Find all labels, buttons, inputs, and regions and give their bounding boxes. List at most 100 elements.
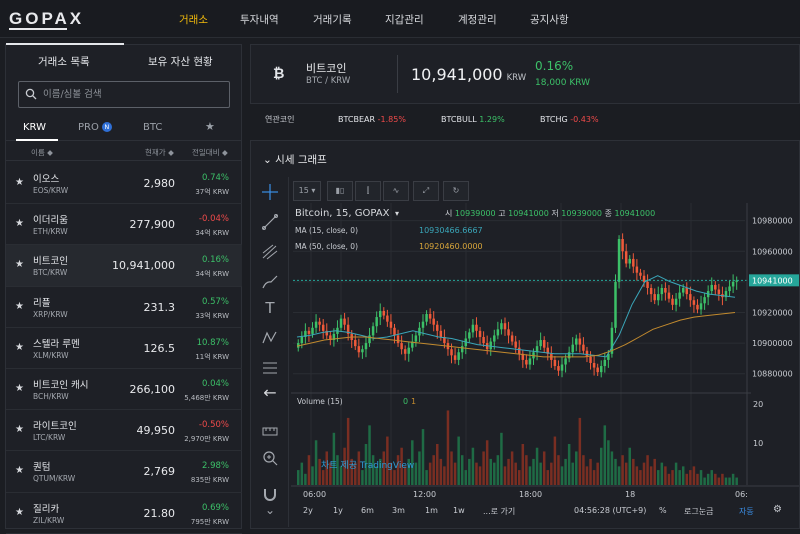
candle-body xyxy=(567,352,571,359)
coin-row-change: 0.74% xyxy=(201,173,229,183)
favorite-star-icon[interactable]: ★ xyxy=(15,465,24,477)
coin-row[interactable]: ★ 질리카 ZIL/KRW 21.80 0.69% 795만 KRW xyxy=(6,493,242,534)
tab-pro[interactable]: PRO N xyxy=(78,122,112,133)
coin-row-change: 10.87% xyxy=(196,337,229,348)
crosshair-icon[interactable] xyxy=(261,183,279,201)
coin-row[interactable]: ★ 비트코인 BTC/KRW 10,941,000 0.16% 34억 KRW xyxy=(6,245,242,287)
ohlc-open-label: 시 xyxy=(445,209,452,218)
refresh-icon[interactable]: ↻ xyxy=(443,181,469,201)
tf-1m[interactable]: 1m xyxy=(425,506,438,515)
candle-body xyxy=(482,336,485,344)
favorite-star-icon[interactable]: ★ xyxy=(15,300,24,312)
candle-body xyxy=(703,297,706,304)
tf-3m[interactable]: 3m xyxy=(392,506,405,515)
coin-row[interactable]: ★ 리플 XRP/KRW 231.3 0.57% 33억 KRW xyxy=(6,287,242,328)
favorite-star-icon[interactable]: ★ xyxy=(15,382,24,394)
pattern-icon[interactable] xyxy=(261,329,279,347)
candle-style-icon[interactable]: ▮▯ xyxy=(327,181,353,201)
tf-1w[interactable]: 1w xyxy=(453,506,465,515)
nav-trade-history[interactable]: 거래기록 xyxy=(313,14,352,26)
coin-row[interactable]: ★ 이더리움 ETH/KRW 277,900 -0.04% 34억 KRW xyxy=(6,204,242,246)
price-change: 0.16% xyxy=(535,59,574,73)
volume-bar xyxy=(428,462,432,485)
col-change[interactable]: 전일대비 ◆ xyxy=(192,148,228,157)
settings-gear-icon[interactable]: ⚙ xyxy=(773,504,782,515)
volume-tick-label: 10 xyxy=(753,439,763,448)
drawing-toolbar: T ← ⌄ xyxy=(252,177,289,527)
log-scale-toggle[interactable]: 로그눈금 xyxy=(684,507,714,516)
volume-bar xyxy=(542,451,546,485)
tf-2y[interactable]: 2y xyxy=(303,506,313,515)
price-tick-label: 10980000 xyxy=(752,217,793,226)
col-name[interactable]: 이름 ◆ xyxy=(31,148,53,157)
related-btcbull[interactable]: BTCBULL 1.29% xyxy=(441,115,505,124)
candle-body xyxy=(731,281,735,287)
col-price[interactable]: 현재가 ◆ xyxy=(145,148,174,157)
candle-body xyxy=(664,287,667,293)
favorite-star-icon[interactable]: ★ xyxy=(15,341,24,353)
compare-icon[interactable]: ⫿ xyxy=(355,181,381,201)
fib-tool-icon[interactable] xyxy=(261,359,279,377)
candle-body xyxy=(368,335,371,344)
gopax-logo[interactable]: GOPAX xyxy=(9,9,85,28)
text-tool-icon[interactable]: T xyxy=(265,299,275,317)
tab-btc[interactable]: BTC xyxy=(143,122,163,133)
nav-investment-history[interactable]: 투자내역 xyxy=(240,14,279,26)
volume-bar xyxy=(628,447,631,485)
favorite-star-icon[interactable]: ★ xyxy=(15,259,24,271)
coin-row[interactable]: ★ 라이트코인 LTC/KRW 49,950 -0.50% 2,970만 KRW xyxy=(6,410,242,452)
chevron-down-icon[interactable]: ⌄ xyxy=(264,503,276,517)
zoom-in-icon[interactable] xyxy=(261,449,279,467)
brush-icon[interactable] xyxy=(261,273,279,291)
ma50-line xyxy=(296,312,736,358)
pitchfork-icon[interactable] xyxy=(261,243,279,261)
trend-line-icon[interactable] xyxy=(261,213,279,231)
nav-exchange[interactable]: 거래소 xyxy=(179,14,208,26)
search-input[interactable] xyxy=(43,87,223,102)
nav-notice[interactable]: 공지사항 xyxy=(530,14,569,26)
volume-bar xyxy=(403,466,407,485)
coin-row-price: 231.3 xyxy=(143,300,176,314)
tab-krw[interactable]: KRW xyxy=(23,122,46,133)
volume-bar xyxy=(624,462,628,485)
volume-bar xyxy=(389,462,393,485)
candle-body xyxy=(321,324,325,331)
coin-row-name: 스텔라 루멘 xyxy=(33,338,80,350)
volume-bar xyxy=(614,458,617,485)
tf-1y[interactable]: 1y xyxy=(333,506,343,515)
favorite-star-icon[interactable]: ★ xyxy=(15,506,24,518)
favorite-star-icon[interactable]: ★ xyxy=(15,218,24,230)
go-to-date[interactable]: ...로 가기 xyxy=(483,507,516,516)
arrow-left-icon[interactable]: ← xyxy=(263,383,277,402)
nav-account[interactable]: 계정관리 xyxy=(458,14,497,26)
tab-holdings[interactable]: 보유 자산 현황 xyxy=(148,56,213,68)
related-btcbear[interactable]: BTCBEAR -1.85% xyxy=(338,115,406,124)
coin-row[interactable]: ★ 이오스 EOS/KRW 2,980 0.74% 37억 KRW xyxy=(6,163,242,205)
coin-row[interactable]: ★ 퀀텀 QTUM/KRW 2,769 2.98% 835만 KRW xyxy=(6,451,242,493)
chart-panel-title[interactable]: ⌄ 시세 그래프 xyxy=(263,152,327,167)
coin-row[interactable]: ★ 비트코인 캐시 BCH/KRW 266,100 0.04% 5,468만 KRW xyxy=(6,369,242,411)
auto-scale-toggle[interactable]: 자동 xyxy=(739,507,754,516)
fullscreen-icon[interactable]: ⤢ xyxy=(413,181,439,201)
indicators-icon[interactable]: ∿ xyxy=(383,181,409,201)
search-box[interactable] xyxy=(18,81,230,108)
coin-row[interactable]: ★ 스텔라 루멘 XLM/KRW 126.5 10.87% 11억 KRW xyxy=(6,328,242,369)
candle-body xyxy=(525,359,528,365)
favorite-star-icon[interactable]: ★ xyxy=(15,177,24,188)
measure-icon[interactable] xyxy=(261,421,279,439)
price-chart[interactable]: 10980000 10960000 10920000 10900000 10880000… xyxy=(291,203,799,499)
percent-scale-toggle[interactable]: % xyxy=(659,506,667,515)
candle-body xyxy=(510,335,514,342)
tab-favorites-star-icon[interactable]: ★ xyxy=(205,120,215,133)
volume-bar xyxy=(336,455,339,485)
coin-row-volume: 2,970만 KRW xyxy=(184,435,229,444)
magnet-icon[interactable] xyxy=(261,485,279,503)
volume-bar xyxy=(468,458,471,485)
tf-6m[interactable]: 6m xyxy=(361,506,374,515)
volume-bar xyxy=(571,462,574,485)
interval-select[interactable]: 15 ▾ xyxy=(293,181,321,201)
tab-exchange-list[interactable]: 거래소 목록 xyxy=(38,56,90,68)
favorite-star-icon[interactable]: ★ xyxy=(15,424,24,436)
nav-wallet[interactable]: 지갑관리 xyxy=(385,14,424,26)
related-btchg[interactable]: BTCHG -0.43% xyxy=(540,115,599,124)
